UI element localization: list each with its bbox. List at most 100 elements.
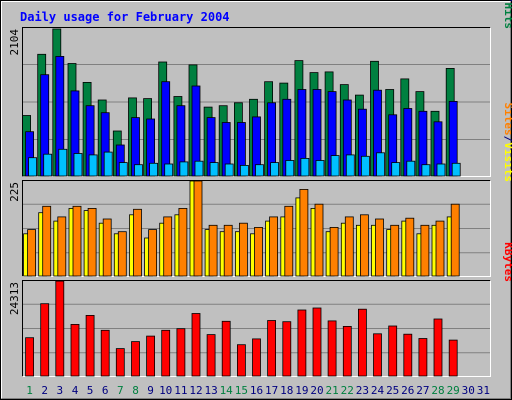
x-tick-label: 19 [295, 384, 308, 397]
x-tick-label: 22 [341, 384, 354, 397]
bar-kbytes [176, 328, 186, 377]
bar-sites [87, 207, 97, 277]
bar-sites [450, 203, 460, 277]
x-tick-label: 9 [147, 384, 154, 397]
x-tick-label: 28 [431, 384, 444, 397]
bar-sites [208, 224, 218, 277]
bar-kbytes [342, 325, 352, 377]
x-tick-label: 5 [87, 384, 94, 397]
bar-sites [284, 205, 294, 277]
bar-sites [299, 188, 309, 277]
x-tick-label: 11 [174, 384, 187, 397]
bar-sites [359, 214, 369, 277]
bar-pages [436, 163, 446, 177]
bar-pages [149, 162, 159, 177]
bar-pages [134, 164, 143, 177]
x-tick-label: 23 [356, 384, 369, 397]
chart-title: Daily usage for February 2004 [20, 10, 230, 24]
bar-kbytes [418, 338, 428, 377]
bar-kbytes [327, 320, 337, 377]
legend: KBytes [502, 242, 512, 282]
bar-pages [28, 157, 38, 177]
bar-pages [330, 155, 340, 177]
bar-sites [117, 231, 127, 277]
bar-pages [421, 164, 431, 177]
bar-kbytes [236, 344, 246, 377]
bar-pages [300, 157, 310, 177]
x-tick-label: 17 [265, 384, 278, 397]
x-tick-label: 7 [117, 384, 124, 397]
y-axis-max-label: 225 [8, 182, 21, 202]
x-tick-label: 20 [310, 384, 323, 397]
bar-kbytes [161, 329, 171, 377]
panel-shadow-edge [22, 280, 491, 377]
panel-highlight-edge [22, 180, 491, 277]
legend-entry: Sites [502, 103, 512, 136]
bar-sites [420, 224, 430, 277]
x-tick-label: 27 [416, 384, 429, 397]
bar-pages [285, 160, 295, 177]
bar-pages [270, 162, 280, 177]
x-tick-label: 6 [102, 384, 109, 397]
bar-sites [405, 217, 415, 277]
x-tick-label: 15 [235, 384, 248, 397]
bar-kbytes [85, 314, 95, 377]
bar-pages [103, 151, 113, 177]
legend-entry: / [502, 0, 512, 3]
bar-kbytes [100, 329, 110, 377]
legend: Pages/Files/Hits [502, 0, 512, 29]
bar-sites [57, 216, 67, 277]
bar-pages [255, 164, 264, 177]
bar-kbytes [312, 307, 322, 377]
legend: Sites/Visits [502, 103, 512, 183]
panel-shadow-edge [22, 180, 491, 277]
x-tick-label: 14 [220, 384, 234, 397]
legend-entry: KBytes [502, 242, 512, 282]
bar-sites [329, 226, 339, 277]
panel-visits-sites: 225 Sites/Visits [8, 103, 512, 277]
bar-sites [178, 207, 188, 277]
bar-pages [239, 164, 249, 177]
y-axis-max-label: 24313 [8, 282, 21, 315]
bar-kbytes [25, 337, 35, 377]
bar-pages [376, 152, 385, 177]
bar-kbytes [252, 338, 261, 377]
x-tick-label: 2 [41, 384, 48, 397]
bar-sites [435, 220, 445, 277]
legend-entry: / [502, 136, 512, 143]
x-axis-labels: 1 2 3 4 5 6 7 8 9 10 11 12 13 14 15 16 17 18 19 20 21 22 23 24 2… [26, 384, 490, 397]
x-tick-label: 1 [26, 384, 33, 397]
x-tick-label: 24 [371, 384, 385, 397]
bar-kbytes [403, 333, 413, 377]
bar-kbytes [146, 335, 156, 377]
bar-sites [223, 224, 233, 277]
x-tick-label: 25 [386, 384, 399, 397]
bar-pages [406, 160, 416, 177]
bar-kbytes [131, 341, 140, 377]
bar-sites [193, 180, 203, 277]
x-tick-label: 21 [325, 384, 338, 397]
bar-sites [163, 216, 173, 277]
legend-entry: Hits [502, 3, 512, 30]
bar-sites [238, 222, 248, 277]
bar-kbytes [115, 348, 125, 377]
chart-panels: 2104Pages/Files/Hits225Sites/Visits24313… [8, 0, 512, 377]
bar-kbytes [70, 323, 80, 377]
panel-kbytes: 24313 KBytes [8, 242, 512, 377]
x-tick-label: 31 [477, 384, 490, 397]
bar-kbytes [55, 280, 65, 377]
bar-sites [102, 218, 112, 277]
x-tick-label: 4 [72, 384, 79, 397]
bar-pages [315, 160, 325, 177]
bar-sites [375, 218, 384, 277]
bar-kbytes [206, 334, 216, 377]
bar-pages [194, 160, 204, 177]
panel-highlight-edge [22, 27, 491, 177]
bar-kbytes [297, 309, 307, 377]
bar-pages [58, 148, 68, 177]
x-tick-label: 30 [462, 384, 475, 397]
x-tick-label: 13 [204, 384, 217, 397]
